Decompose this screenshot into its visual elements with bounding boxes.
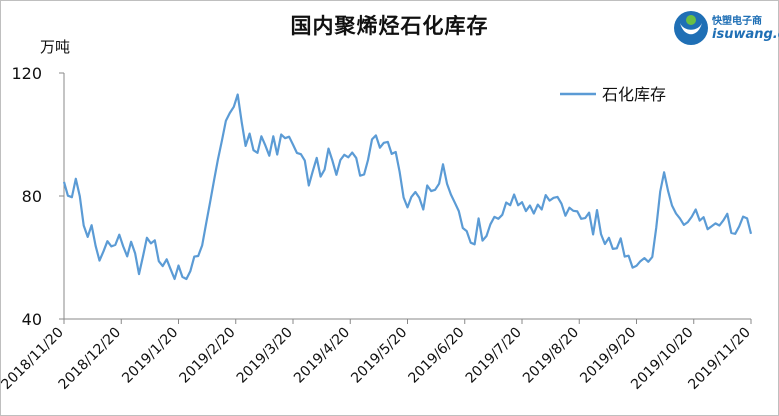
logo-wordmark-cn: 快塑电子商 [712, 16, 762, 27]
y-tick-label: 40 [22, 310, 42, 329]
x-tick-label: 2018/12/20 [56, 325, 124, 393]
x-tick-label: 2019/7/20 [463, 325, 525, 387]
x-tick-label: 2019/5/20 [348, 325, 410, 387]
x-tick-label: 2019/9/20 [577, 325, 639, 387]
x-tick-label: 2019/2/20 [176, 325, 238, 387]
x-tick-label: 2019/6/20 [405, 325, 467, 387]
logo-wordmark-en: isuwang.co [712, 27, 779, 42]
x-tick-label: 2019/8/20 [520, 325, 582, 387]
x-tick-label: 2019/1/20 [119, 325, 181, 387]
brand-logo: 快塑电子商 isuwang.co [672, 8, 779, 54]
y-axis-unit: 万吨 [40, 38, 71, 56]
logo-icon [674, 11, 708, 45]
x-tick-label: 2019/4/20 [291, 325, 353, 387]
y-tick-label: 80 [22, 187, 42, 206]
legend-label: 石化库存 [602, 85, 666, 104]
x-tick-label: 2019/11/20 [685, 325, 753, 393]
legend: 石化库存 [560, 85, 666, 104]
x-tick-label: 2019/3/20 [234, 325, 296, 387]
chart-title: 国内聚烯烃石化库存 [290, 13, 489, 38]
series-line [62, 93, 753, 281]
y-tick-label: 120 [11, 64, 42, 83]
